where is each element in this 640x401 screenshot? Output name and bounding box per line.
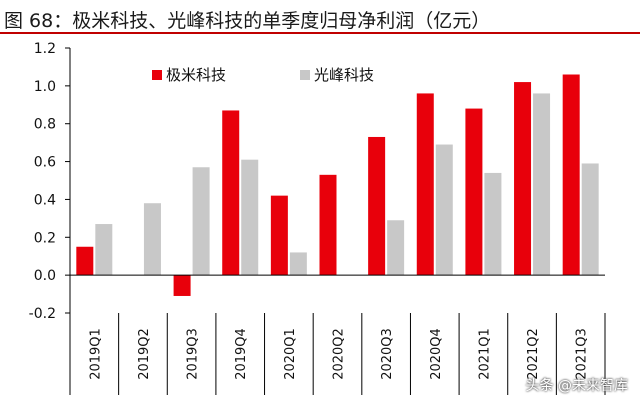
x-tick-label: 2019Q1 <box>88 328 103 380</box>
bar-series1-2019Q1 <box>76 246 94 276</box>
x-tick-label: 2020Q3 <box>380 328 395 380</box>
legend-swatch-1 <box>152 70 162 80</box>
bar-series1-2020Q1 <box>270 195 288 276</box>
bar-series2-2020Q1 <box>289 252 307 276</box>
bar-series1-2020Q3 <box>368 136 386 276</box>
x-tick-label: 2020Q4 <box>429 328 444 380</box>
bar-series1-2020Q2 <box>319 174 337 276</box>
bar-series2-2019Q1 <box>95 224 113 276</box>
y-tick-label: 0.0 <box>34 268 56 284</box>
y-tick-label: 1.2 <box>34 41 56 57</box>
bar-series2-2019Q2 <box>143 203 161 276</box>
x-tick-label: 2021Q1 <box>477 328 492 380</box>
x-tick-label: 2020Q2 <box>332 328 347 380</box>
bar-series2-2021Q3 <box>581 163 599 276</box>
x-tick-label: 2021Q2 <box>526 328 541 380</box>
legend-label-1: 极米科技 <box>166 66 226 84</box>
watermark: 头条 @未来智库 <box>525 378 628 394</box>
bar-series2-2021Q2 <box>533 93 551 276</box>
x-tick-label: 2020Q1 <box>283 328 298 380</box>
x-tick-label: 2019Q3 <box>186 328 201 380</box>
y-tick-label: 0.2 <box>34 230 56 246</box>
legend-swatch-2 <box>300 70 310 80</box>
y-tick-label: 0.4 <box>34 192 56 208</box>
y-tick-label: 0.6 <box>34 155 56 171</box>
bar-series2-2020Q3 <box>387 220 405 276</box>
bar-series2-2020Q4 <box>435 144 453 276</box>
bar-series2-2019Q4 <box>241 159 259 276</box>
bar-series2-2021Q1 <box>484 172 502 276</box>
legend-label-2: 光峰科技 <box>314 66 374 84</box>
bar-series1-2021Q1 <box>465 108 483 276</box>
figure-title: 图 68：极米科技、光峰科技的单季度归母净利润（亿元） <box>4 10 491 32</box>
bar-series2-2019Q3 <box>192 167 210 276</box>
y-tick-label: -0.2 <box>29 306 56 322</box>
title-bar: 图 68：极米科技、光峰科技的单季度归母净利润（亿元） <box>0 0 640 34</box>
y-tick-label: 0.8 <box>34 117 56 133</box>
x-tick-label: 2021Q3 <box>575 328 590 380</box>
bar-chart: 1.2 1.0 0.8 0.6 0.4 0.2 0.0 -0.2 2019Q1 2019Q2 201… <box>29 41 606 395</box>
bar-series1-2020Q4 <box>416 93 434 276</box>
bar-series1-2019Q4 <box>222 110 240 276</box>
x-tick-label: 2019Q4 <box>234 328 249 380</box>
x-tick-label: 2019Q2 <box>137 328 152 380</box>
bar-series1-2021Q3 <box>562 74 580 276</box>
y-tick-label: 1.0 <box>34 79 56 95</box>
bar-series1-2019Q3 <box>173 275 191 296</box>
bar-series1-2021Q2 <box>514 82 532 276</box>
